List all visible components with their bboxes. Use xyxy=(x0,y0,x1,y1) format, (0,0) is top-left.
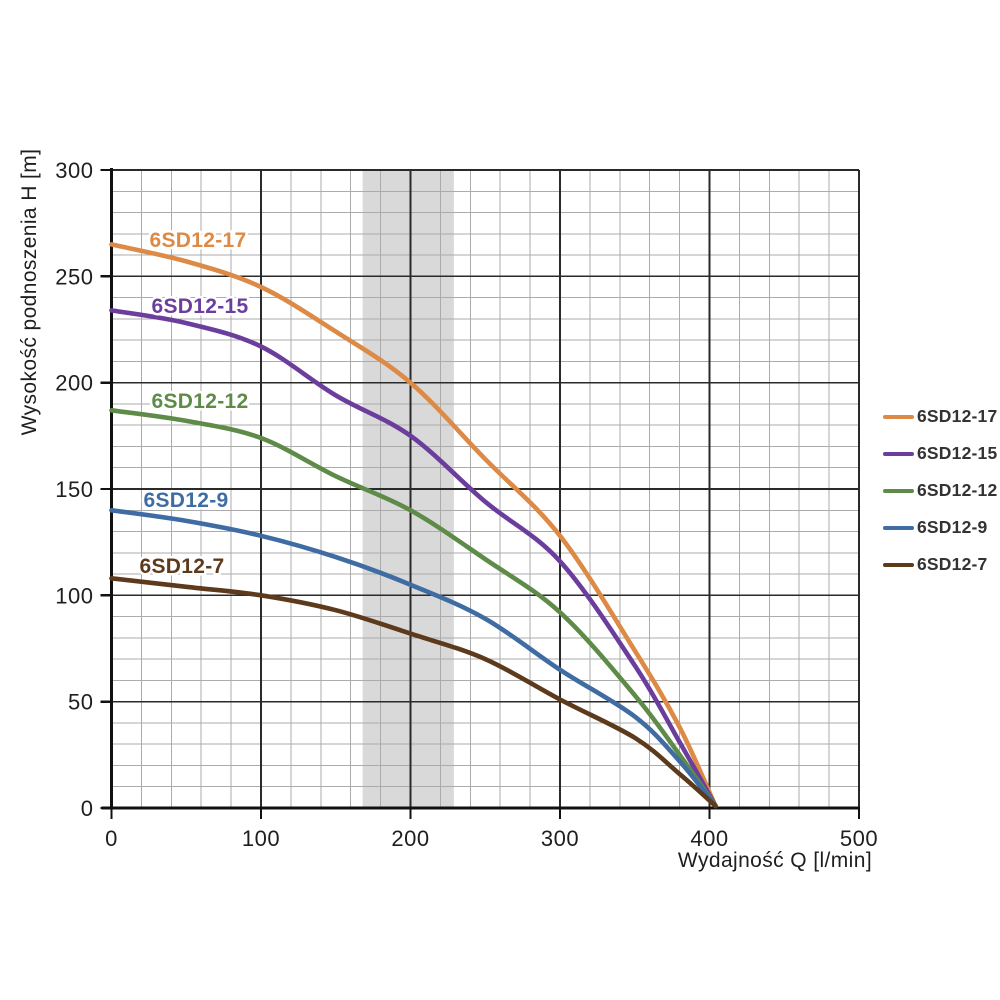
legend-label-6SD12-12: 6SD12-12 xyxy=(917,480,998,500)
y-tick-label: 100 xyxy=(55,583,93,608)
x-tick-label: 500 xyxy=(840,826,878,851)
x-tick-label: 100 xyxy=(242,826,280,851)
y-tick-label: 300 xyxy=(55,158,93,183)
legend-label-6SD12-17: 6SD12-17 xyxy=(917,406,998,426)
legend-item-6SD12-7: 6SD12-7 xyxy=(883,546,997,583)
curve-6SD12-17 xyxy=(109,242,718,809)
curve-6SD12-12 xyxy=(109,408,718,809)
legend-item-6SD12-15: 6SD12-15 xyxy=(883,435,997,472)
legend-swatch-6SD12-15 xyxy=(883,451,914,456)
curve-6SD12-15 xyxy=(109,308,718,809)
y-tick-label: 0 xyxy=(81,796,94,821)
y-tick-label: 50 xyxy=(68,690,93,715)
y-axis-title: Wysokość podnoszenia H [m] xyxy=(18,148,41,436)
legend-swatch-6SD12-12 xyxy=(883,488,914,493)
legend-label-6SD12-7: 6SD12-7 xyxy=(917,554,988,574)
legend-label-6SD12-15: 6SD12-15 xyxy=(917,443,998,463)
legend-swatch-6SD12-17 xyxy=(883,414,914,419)
x-tick-label: 200 xyxy=(391,826,429,851)
legend: 6SD12-17 6SD12-15 6SD12-12 6SD12-9 6SD12-7 xyxy=(883,398,997,583)
series-label-6SD12-17: 6SD12-17 xyxy=(150,229,247,252)
y-tick-label: 250 xyxy=(55,264,93,289)
x-tick-label: 400 xyxy=(690,826,728,851)
curve-6SD12-7 xyxy=(109,576,718,809)
series-label-6SD12-9: 6SD12-9 xyxy=(144,489,229,512)
y-tick-label: 200 xyxy=(55,371,93,396)
series-label-6SD12-7: 6SD12-7 xyxy=(140,555,225,578)
series-label-6SD12-15: 6SD12-15 xyxy=(152,295,249,318)
legend-swatch-6SD12-9 xyxy=(883,525,914,530)
x-tick-label: 300 xyxy=(541,826,579,851)
legend-item-6SD12-9: 6SD12-9 xyxy=(883,509,997,546)
curve-6SD12-9 xyxy=(109,508,718,809)
x-axis-title: Wydajność Q [l/min] xyxy=(677,849,873,872)
y-tick-label: 150 xyxy=(55,477,93,502)
legend-item-6SD12-12: 6SD12-12 xyxy=(883,472,997,509)
legend-swatch-6SD12-7 xyxy=(883,562,914,567)
legend-label-6SD12-9: 6SD12-9 xyxy=(917,517,988,537)
legend-item-6SD12-17: 6SD12-17 xyxy=(883,398,997,435)
series-label-6SD12-12: 6SD12-12 xyxy=(152,390,249,413)
x-tick-label: 0 xyxy=(105,826,118,851)
